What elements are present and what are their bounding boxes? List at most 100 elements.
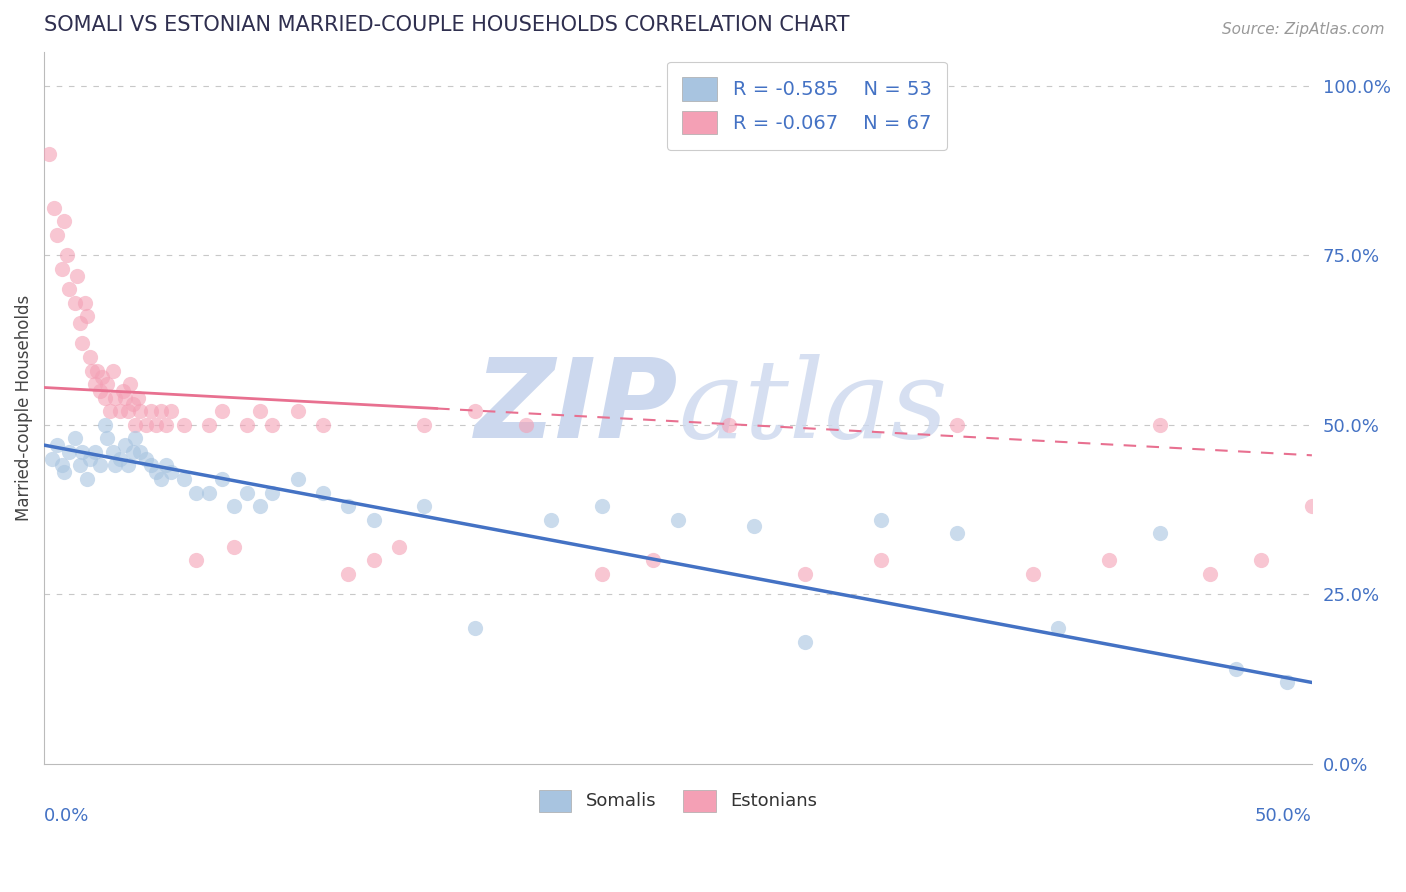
Point: [869, 553, 891, 567]
Point: [742, 519, 765, 533]
Point: [101, 445, 124, 459]
Point: [83, 377, 105, 392]
Point: [79, 350, 101, 364]
Point: [1098, 553, 1121, 567]
Point: [145, 465, 167, 479]
Point: [129, 404, 152, 418]
Text: 50.0%: 50.0%: [1256, 806, 1312, 824]
Point: [53, 465, 76, 479]
Point: [413, 417, 436, 432]
Point: [1149, 526, 1171, 541]
Point: [63, 295, 86, 310]
Point: [287, 404, 309, 418]
Point: [173, 417, 195, 432]
Point: [104, 391, 127, 405]
Point: [114, 391, 136, 405]
Point: [312, 485, 335, 500]
Point: [111, 384, 134, 398]
Point: [120, 377, 142, 392]
Point: [591, 499, 613, 513]
Point: [124, 417, 146, 432]
Point: [155, 458, 177, 473]
Point: [76, 310, 98, 324]
Point: [101, 363, 124, 377]
Point: [312, 417, 335, 432]
Point: [160, 465, 183, 479]
Text: 0.0%: 0.0%: [44, 806, 90, 824]
Point: [117, 404, 139, 418]
Point: [51, 261, 73, 276]
Point: [114, 438, 136, 452]
Text: SOMALI VS ESTONIAN MARRIED-COUPLE HOUSEHOLDS CORRELATION CHART: SOMALI VS ESTONIAN MARRIED-COUPLE HOUSEH…: [44, 15, 849, 35]
Point: [464, 404, 486, 418]
Point: [666, 513, 689, 527]
Point: [108, 451, 131, 466]
Point: [63, 431, 86, 445]
Point: [96, 431, 118, 445]
Point: [1275, 675, 1298, 690]
Point: [76, 472, 98, 486]
Text: atlas: atlas: [678, 354, 948, 461]
Point: [70, 445, 93, 459]
Point: [262, 417, 284, 432]
Point: [946, 526, 969, 541]
Point: [53, 214, 76, 228]
Point: [69, 316, 91, 330]
Point: [236, 485, 259, 500]
Text: ZIP: ZIP: [474, 354, 678, 461]
Point: [236, 417, 259, 432]
Point: [135, 417, 157, 432]
Point: [946, 417, 969, 432]
Point: [1149, 417, 1171, 432]
Point: [793, 566, 815, 581]
Point: [94, 391, 117, 405]
Point: [413, 499, 436, 513]
Point: [717, 417, 740, 432]
Point: [641, 553, 664, 567]
Point: [82, 363, 104, 377]
Point: [86, 363, 108, 377]
Point: [160, 404, 183, 418]
Point: [83, 445, 105, 459]
Point: [135, 451, 157, 466]
Point: [70, 336, 93, 351]
Point: [363, 513, 385, 527]
Point: [198, 417, 221, 432]
Point: [1022, 566, 1045, 581]
Point: [145, 417, 167, 432]
Point: [337, 566, 360, 581]
Y-axis label: Married-couple Households: Married-couple Households: [15, 294, 32, 521]
Point: [262, 485, 284, 500]
Point: [69, 458, 91, 473]
Point: [249, 404, 271, 418]
Point: [58, 445, 80, 459]
Point: [869, 513, 891, 527]
Point: [104, 458, 127, 473]
Point: [127, 391, 149, 405]
Point: [186, 485, 208, 500]
Point: [149, 404, 172, 418]
Point: [51, 458, 73, 473]
Point: [45, 227, 67, 242]
Point: [121, 397, 143, 411]
Point: [155, 417, 177, 432]
Text: Source: ZipAtlas.com: Source: ZipAtlas.com: [1222, 22, 1385, 37]
Point: [540, 513, 562, 527]
Point: [363, 553, 385, 567]
Point: [211, 472, 233, 486]
Point: [591, 566, 613, 581]
Point: [94, 417, 117, 432]
Point: [198, 485, 221, 500]
Point: [224, 499, 246, 513]
Point: [89, 384, 111, 398]
Point: [211, 404, 233, 418]
Point: [117, 458, 139, 473]
Point: [89, 458, 111, 473]
Point: [388, 540, 411, 554]
Point: [121, 445, 143, 459]
Point: [44, 201, 66, 215]
Point: [73, 295, 96, 310]
Point: [173, 472, 195, 486]
Point: [793, 634, 815, 648]
Point: [337, 499, 360, 513]
